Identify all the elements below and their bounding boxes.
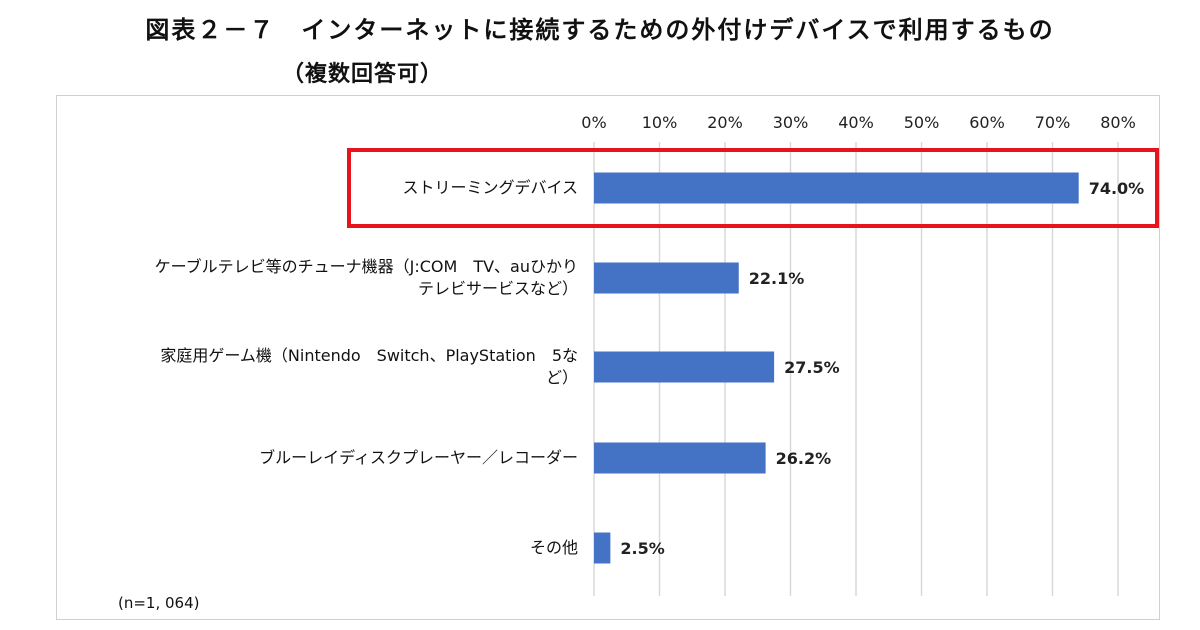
data-label: 26.2% xyxy=(776,449,832,468)
category-label-line: ど） xyxy=(545,368,578,387)
x-tick-label: 10% xyxy=(642,113,678,132)
bar xyxy=(594,172,1079,204)
bar xyxy=(594,442,766,474)
x-tick-label: 20% xyxy=(707,113,743,132)
data-label: 74.0% xyxy=(1089,179,1145,198)
chart-frame xyxy=(56,95,1160,620)
bar xyxy=(594,351,775,383)
data-label: 22.1% xyxy=(749,269,805,288)
category-label-line: 家庭用ゲーム機（Nintendo Switch、PlayStation 5な xyxy=(160,346,578,365)
category-label: 家庭用ゲーム機（Nintendo Switch、PlayStation 5など） xyxy=(48,345,578,389)
category-label: ブルーレイディスクプレーヤー／レコーダー xyxy=(48,447,578,469)
x-tick-label: 50% xyxy=(904,113,940,132)
x-tick-label: 60% xyxy=(969,113,1005,132)
category-label-line: ブルーレイディスクプレーヤー／レコーダー xyxy=(259,448,578,467)
category-label: ケーブルテレビ等のチューナ機器（J:COM TV、auひかりテレビサービスなど） xyxy=(48,256,578,300)
x-tick-label: 80% xyxy=(1100,113,1136,132)
category-label: ストリーミングデバイス xyxy=(48,177,578,199)
sample-size-note: (n=1, 064) xyxy=(118,594,200,612)
highlight-box xyxy=(347,148,1159,228)
data-label: 2.5% xyxy=(620,539,664,558)
category-label: その他 xyxy=(48,537,578,559)
x-tick-label: 30% xyxy=(773,113,809,132)
category-label-line: テレビサービスなど） xyxy=(417,279,578,298)
bar xyxy=(594,262,739,294)
chart-subtitle: （複数回答可） xyxy=(282,62,444,87)
category-label-line: ストリーミングデバイス xyxy=(402,178,578,197)
chart-title: 図表２－７ インターネットに接続するための外付けデバイスで利用するもの xyxy=(145,16,1055,44)
bar xyxy=(594,532,611,564)
category-label-line: ケーブルテレビ等のチューナ機器（J:COM TV、auひかり xyxy=(154,257,578,276)
x-tick-label: 70% xyxy=(1035,113,1071,132)
x-tick-label: 0% xyxy=(581,113,606,132)
x-tick-label: 40% xyxy=(838,113,874,132)
data-label: 27.5% xyxy=(784,358,840,377)
category-label-line: その他 xyxy=(529,538,578,557)
